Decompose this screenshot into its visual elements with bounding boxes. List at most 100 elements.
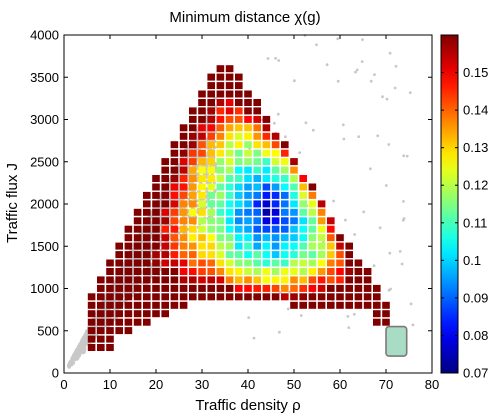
heatmap-cell — [189, 183, 197, 191]
heatmap-cell — [317, 268, 326, 275]
heatmap-cell — [244, 124, 252, 132]
heatmap-cell — [216, 259, 225, 267]
colorbar-tick-label: 0.12 — [463, 178, 488, 193]
heatmap-cell — [244, 132, 252, 140]
heatmap-cell — [179, 124, 188, 132]
y-tick-label: 1000 — [30, 281, 59, 296]
heatmap-cell — [345, 284, 353, 292]
heatmap-cell — [124, 225, 133, 233]
heatmap-cell — [143, 259, 151, 267]
heatmap-cell — [262, 293, 271, 301]
heatmap-cell — [253, 200, 261, 208]
heatmap-cell — [207, 268, 215, 275]
heatmap-cell — [225, 107, 234, 115]
heatmap-cell — [244, 115, 252, 123]
heatmap-cell — [143, 268, 151, 275]
heatmap-cell — [253, 115, 261, 123]
heatmap-cell — [216, 175, 225, 182]
background-point — [361, 38, 364, 41]
background-point — [83, 342, 87, 346]
heatmap-cell — [152, 175, 160, 182]
heatmap-cell — [106, 284, 114, 292]
heatmap-cell — [179, 166, 188, 174]
heatmap-cell — [207, 90, 215, 98]
heatmap-cell — [216, 73, 225, 81]
heatmap-cell — [225, 149, 234, 157]
heatmap-cell — [216, 242, 225, 250]
colorbar: 0.07 0.08 0.09 0.1 0.11 0.12 0.13 0.14 0.15 — [440, 34, 488, 381]
heatmap-cell — [345, 251, 353, 259]
heatmap-cell — [317, 217, 326, 225]
background-point — [273, 121, 276, 125]
heatmap-cell — [179, 225, 188, 233]
background-point — [369, 79, 373, 83]
heatmap-cell — [189, 259, 197, 267]
heatmap-cell — [225, 183, 234, 191]
heatmap-cell — [253, 191, 261, 199]
heatmap-cell — [161, 259, 169, 267]
heatmap-cell — [253, 107, 261, 115]
heatmap-cell — [382, 318, 390, 326]
heatmap-cell — [225, 293, 234, 301]
heatmap-cell — [299, 200, 307, 208]
heatmap-cell — [198, 200, 206, 208]
heatmap-cell — [271, 276, 280, 284]
heatmap-cell — [271, 234, 280, 242]
heatmap-cell — [115, 268, 123, 275]
heatmap-cell — [281, 284, 289, 292]
heatmap-cell — [271, 158, 280, 166]
heatmap-cell — [152, 293, 160, 301]
heatmap-cell — [97, 276, 105, 284]
background-point — [347, 326, 351, 329]
heatmap-cell — [281, 191, 289, 199]
heatmap-cell — [281, 208, 289, 216]
heatmap-cell — [235, 225, 243, 233]
background-point — [408, 91, 412, 94]
heatmap-cell — [290, 234, 298, 242]
heatmap-cell — [170, 217, 179, 225]
background-point — [336, 37, 340, 41]
heatmap-cell — [124, 242, 133, 250]
heatmap-cell — [299, 284, 307, 292]
heatmap-cell — [216, 251, 225, 259]
heatmap-cell — [317, 200, 326, 208]
heatmap-cell — [253, 276, 261, 284]
heatmap-cell — [345, 276, 353, 284]
heatmap-cell — [336, 259, 344, 267]
heatmap-cell — [281, 276, 289, 284]
background-point — [402, 200, 405, 203]
heatmap-cell — [198, 284, 206, 292]
heatmap-cell — [244, 107, 252, 115]
heatmap-cell — [299, 268, 307, 275]
heatmap-cell — [115, 284, 123, 292]
heatmap-cell — [235, 107, 243, 115]
heatmap-cell — [161, 175, 169, 182]
heatmap-cell — [290, 284, 298, 292]
heatmap-cell — [161, 158, 169, 166]
heatmap-cell — [133, 318, 142, 326]
heatmap-cell — [133, 301, 142, 309]
heatmap-cell — [225, 99, 234, 106]
heatmap-cell — [235, 166, 243, 174]
heatmap-cell — [161, 183, 169, 191]
heatmap-cell — [336, 242, 344, 250]
heatmap-cell — [253, 242, 261, 250]
y-tick-label: 2500 — [30, 154, 59, 169]
heatmap-cell — [143, 242, 151, 250]
heatmap-cell — [363, 276, 372, 284]
heatmap-cell — [170, 234, 179, 242]
heatmap-cell — [336, 251, 344, 259]
heatmap-cell — [170, 141, 179, 149]
heatmap-cell — [106, 310, 114, 318]
heatmap-cell — [235, 115, 243, 123]
heatmap-cell — [225, 217, 234, 225]
heatmap-cell — [87, 327, 96, 335]
background-point — [394, 64, 398, 68]
heatmap-cell — [290, 191, 298, 199]
heatmap-cell — [345, 242, 353, 250]
heatmap-cell — [207, 200, 215, 208]
background-point — [284, 135, 287, 139]
heatmap-cell — [299, 208, 307, 216]
heatmap-cell — [373, 310, 381, 318]
heatmap-cell — [216, 90, 225, 98]
